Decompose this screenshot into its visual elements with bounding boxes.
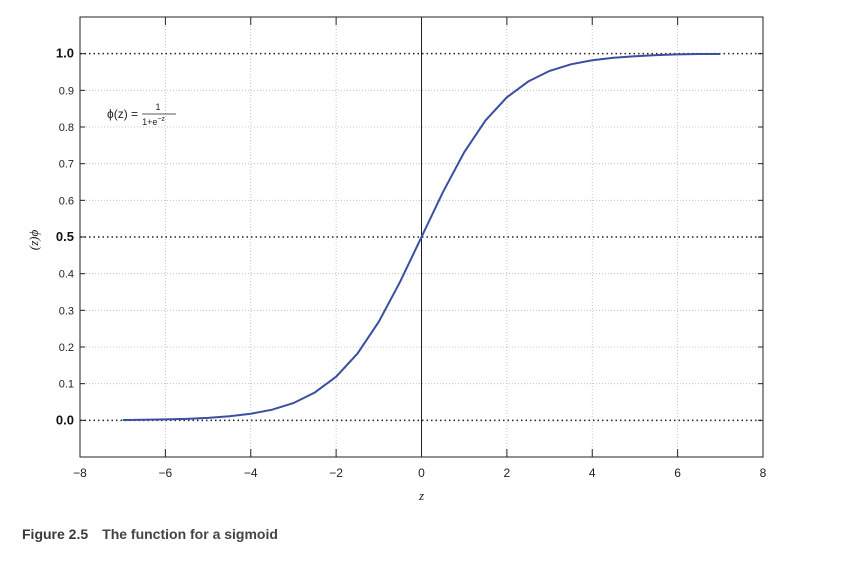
formula-denominator-base: 1+e: [142, 117, 157, 127]
caption-text: The function for a sigmoid: [102, 526, 278, 542]
x-tick-label: 2: [504, 466, 511, 480]
x-tick-label: 8: [760, 466, 767, 480]
y-tick-label: 0.2: [59, 342, 74, 354]
tick-marks: [79, 17, 764, 457]
y-tick-label: 0.4: [59, 269, 74, 281]
x-tick-label: −8: [73, 466, 87, 480]
x-tick-label: 4: [589, 466, 596, 480]
formula-denominator: 1+e−z: [142, 116, 165, 127]
x-tick-label: −2: [329, 466, 343, 480]
x-tick-labels: −8 −6 −4 −2 0 2 4 6 8: [73, 466, 767, 480]
y-tick-label: 0.1: [59, 379, 74, 391]
y-tick-label: 0.5: [56, 229, 74, 244]
x-tick-label: 6: [674, 466, 681, 480]
y-tick-labels: 0.0 0.1 0.2 0.3 0.4 0.5 0.6 0.7 0.8 0.9 1.0: [56, 46, 74, 428]
x-axis-label: z: [418, 488, 424, 503]
figure-number: Figure 2.5: [22, 526, 89, 542]
y-tick-label: 0.7: [59, 159, 74, 171]
y-tick-label: 0.8: [59, 122, 74, 134]
formula-numerator: 1: [156, 102, 161, 112]
x-tick-label: −4: [244, 466, 258, 480]
y-tick-label: 0.0: [56, 412, 74, 427]
y-tick-label: 0.9: [59, 85, 74, 97]
x-tick-label: −6: [159, 466, 173, 480]
y-tick-label: 0.3: [59, 305, 74, 317]
sigmoid-curve: [122, 53, 721, 421]
formula-annotation: ϕ(z) = 1 1+e−z: [107, 102, 177, 127]
y-axis-label: ϕ(z): [29, 230, 44, 250]
formula-lhs: ϕ(z) =: [107, 107, 138, 121]
figure-caption: Figure 2.5 The function for a sigmoid: [22, 526, 278, 542]
x-tick-label: 0: [418, 466, 425, 480]
y-tick-label: 0.6: [59, 195, 74, 207]
sigmoid-chart: 0.0 0.1 0.2 0.3 0.4 0.5 0.6 0.7 0.8 0.9 1.0 −8 −6 −4…: [29, 16, 767, 503]
y-tick-label: 1.0: [56, 46, 74, 61]
formula-denominator-exponent: −z: [157, 116, 165, 123]
